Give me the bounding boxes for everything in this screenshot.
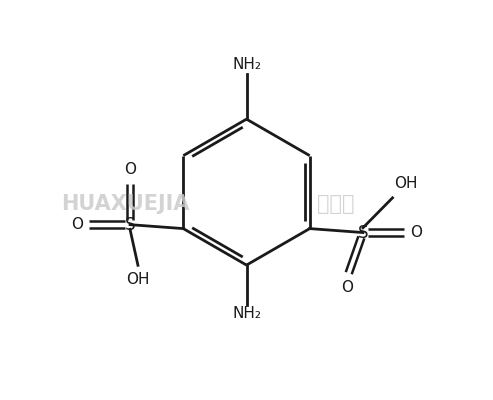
Text: 化学加: 化学加 [317,194,355,214]
Text: S: S [358,224,368,242]
Text: O: O [124,162,136,177]
Text: O: O [70,217,83,232]
Text: NH₂: NH₂ [232,57,261,72]
Text: NH₂: NH₂ [232,306,261,321]
Text: O: O [410,225,423,240]
Text: HUAXUEJIA: HUAXUEJIA [61,194,189,214]
Text: OH: OH [126,272,150,287]
Text: OH: OH [394,176,418,191]
Text: S: S [125,216,135,234]
Text: O: O [341,280,353,295]
